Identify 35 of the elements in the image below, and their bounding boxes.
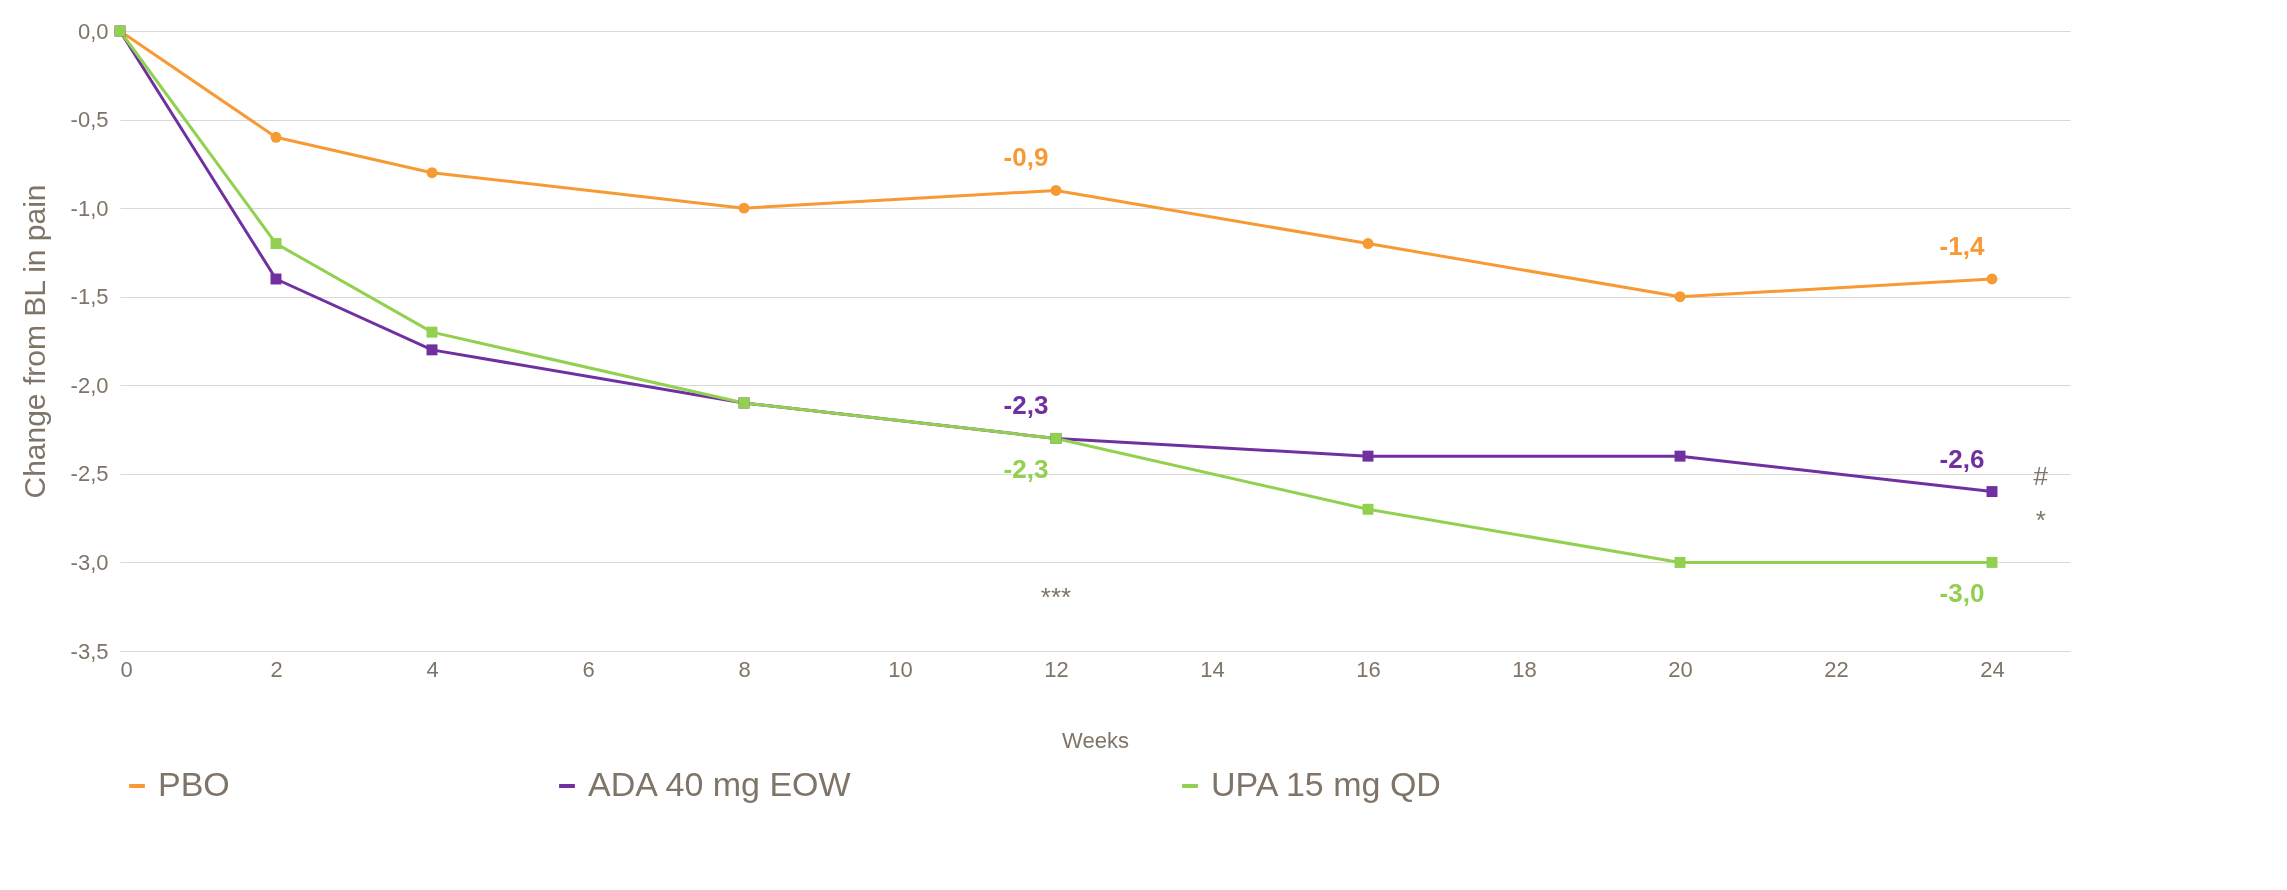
x-tick-label: 18 (1512, 656, 1537, 682)
x-tick-label: 2 (270, 656, 283, 682)
x-axis-title: Weeks (1062, 727, 1129, 753)
x-tick-label: 22 (1824, 656, 1849, 682)
x-tick-label: 12 (1044, 656, 1069, 682)
data-label: -0,9 (1003, 142, 1049, 173)
x-tick-label: 24 (1980, 656, 2005, 682)
y-tick-label: -3,5 (70, 638, 109, 664)
data-label: -2,3 (1003, 454, 1049, 485)
x-tick-label: 6 (582, 656, 595, 682)
data-label: -2,3 (1003, 390, 1049, 421)
annotation: # (2033, 461, 2049, 492)
legend-label: UPA 15 mg QD (1211, 765, 1441, 803)
legend-label: PBO (158, 765, 230, 803)
data-label: -1,4 (1939, 231, 1985, 261)
y-tick-label: -2,5 (70, 461, 109, 487)
y-tick-label: -1,5 (70, 284, 109, 310)
data-label: -3,0 (1939, 578, 1985, 609)
annotation: *** (1040, 582, 1072, 613)
y-axis-title: Change from BL in pain (17, 184, 51, 499)
y-tick-label: -2,0 (70, 372, 109, 398)
x-tick-label: 20 (1668, 656, 1693, 682)
annotation: * (2035, 504, 2046, 535)
x-tick-label: 10 (888, 656, 913, 682)
data-label: -2,6 (1939, 443, 1985, 474)
y-tick-label: -0,5 (70, 107, 109, 133)
x-tick-label: 8 (738, 656, 751, 682)
x-tick-label: 4 (426, 656, 439, 682)
x-tick-label: 0 (120, 656, 133, 682)
legend-label: ADA 40 mg EOW (588, 765, 851, 803)
y-tick-label: 0,0 (77, 18, 109, 44)
x-tick-label: 14 (1200, 656, 1225, 682)
y-tick-label: -3,0 (70, 549, 109, 575)
y-tick-label: -1,0 (70, 195, 109, 221)
x-tick-label: 16 (1356, 656, 1381, 682)
